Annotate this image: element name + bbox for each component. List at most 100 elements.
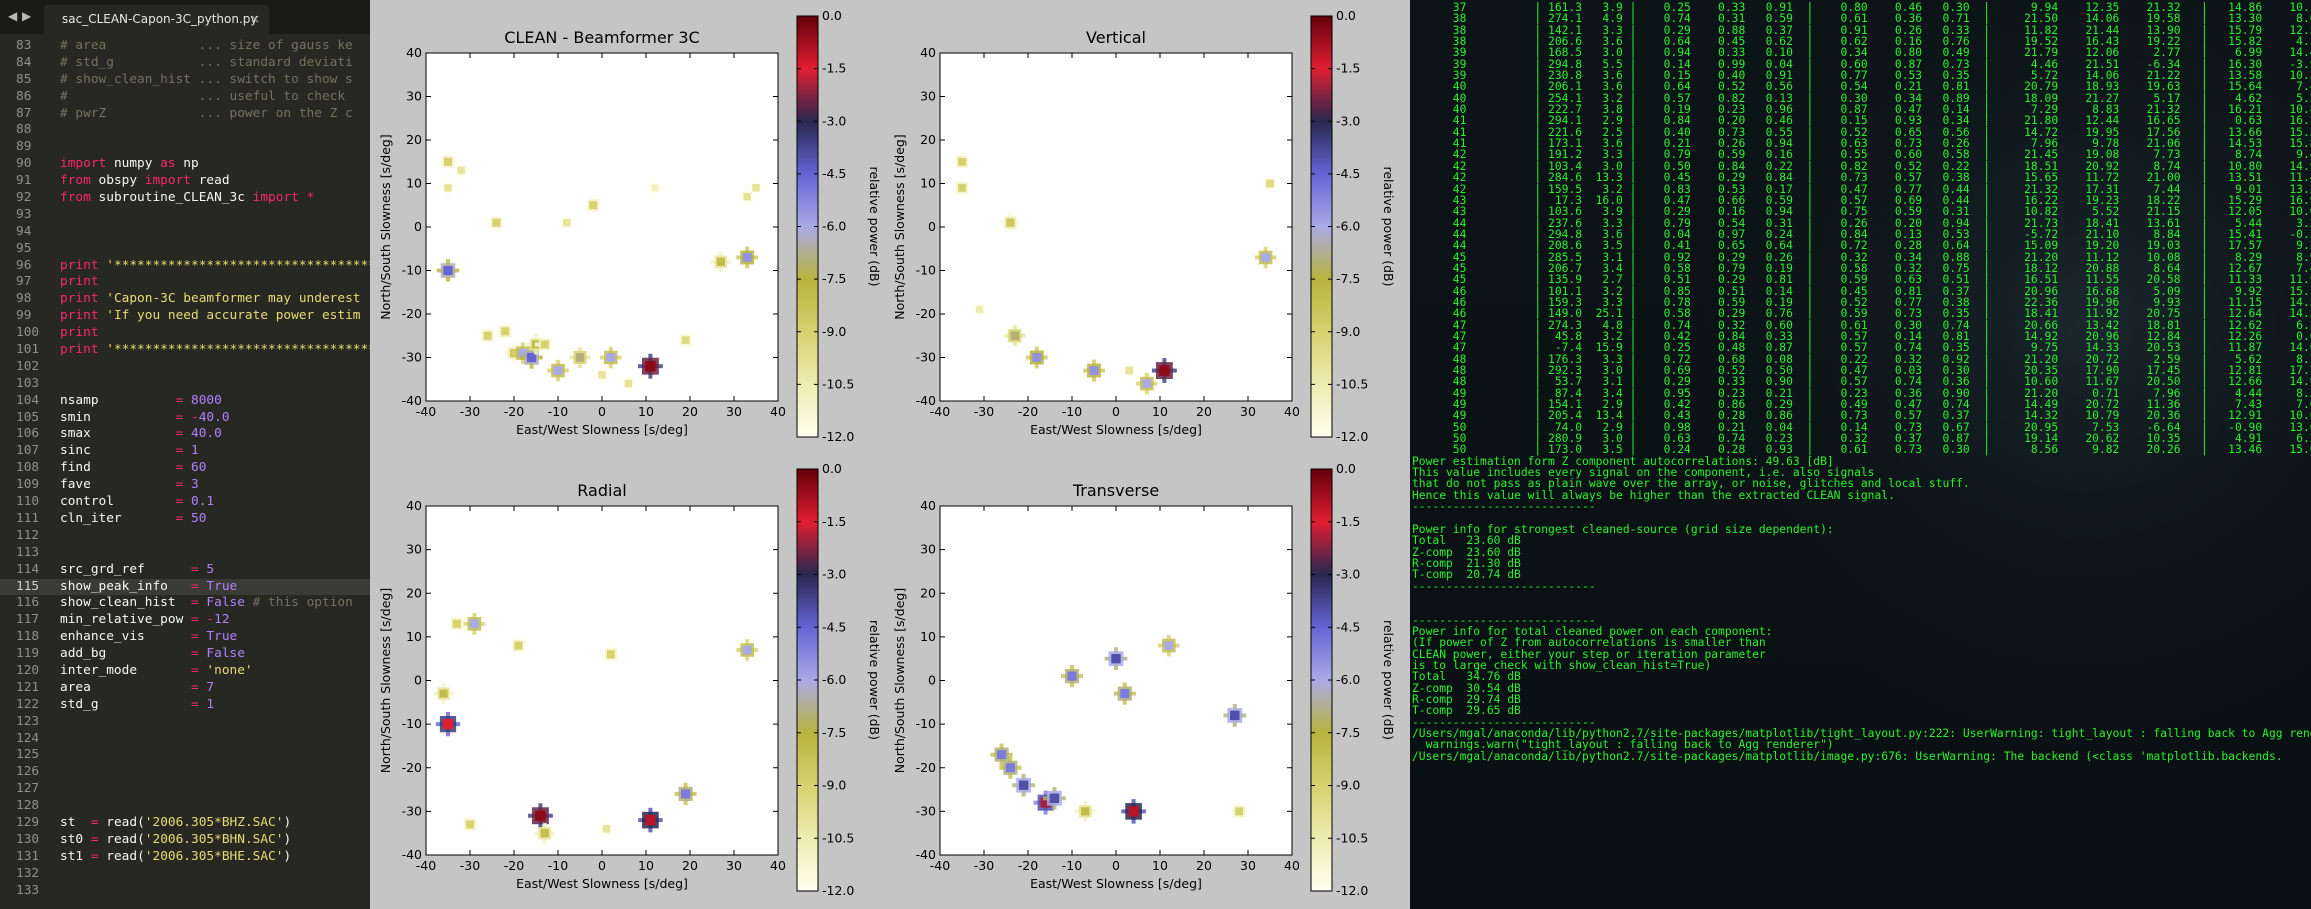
y-tick-label: 20 [406,585,422,600]
terminal-line: T-comp 20.74 dB [1412,568,1521,582]
forward-arrow-icon[interactable]: ▶ [22,9,32,23]
colorbar-tick-label: -9.0 [1336,324,1360,339]
code-line[interactable]: 133 [0,883,370,900]
code-line[interactable]: 112 [0,528,370,545]
x-tick-label: -20 [1018,404,1038,419]
code-line[interactable]: 85 # show_clean_hist ... switch to show s [0,72,370,89]
close-tab-icon[interactable]: × [249,12,260,26]
code-line[interactable]: 94 [0,224,370,241]
y-tick-label: -30 [402,803,422,818]
code-token: cln_iter [60,510,176,526]
terminal-line: This value includes every signal on the … [1412,466,1875,480]
code-line[interactable]: 92 from subroutine_CLEAN_3c import * [0,190,370,207]
code-line[interactable]: 115 show_peak_info = True [0,578,370,596]
code-line[interactable]: 106 smax = 40.0 [0,426,370,443]
code-line[interactable]: 121 area = 7 [0,680,370,697]
code-line[interactable]: 123 [0,714,370,731]
code-line[interactable]: 119 add_bg = False [0,646,370,663]
code-line[interactable]: 103 [0,376,370,393]
code-line[interactable]: 107 sinc = 1 [0,443,370,460]
y-tick-label: 40 [406,45,422,60]
code-line[interactable]: 104 nsamp = 8000 [0,393,370,410]
line-text: smax = 40.0 [40,426,222,441]
x-tick-label: 30 [726,404,742,419]
plot-panel-0: CLEAN - Beamformer 3C -40-40 -30 -30 -20 -20 -… [378,8,882,444]
code-line[interactable]: 118 enhance_vis = True [0,629,370,646]
code-line[interactable]: 105 smin = -40.0 [0,410,370,427]
line-text: import numpy as np [40,156,199,171]
code-line[interactable]: 97 print [0,274,370,291]
terminal-line: 49 | 154.1 2.9 | 0.42 0.86 0.29 | 0.49 0… [1412,398,2311,412]
code-line[interactable]: 88 [0,122,370,139]
code-line[interactable]: 117 min_relative_pow = -12 [0,612,370,629]
code-token: print [60,342,99,358]
code-line[interactable]: 89 [0,139,370,156]
code-line[interactable]: 130 st0 = read('2006.305*BHN.SAC') [0,832,370,849]
y-tick-label: -40 [916,847,936,862]
code-editor[interactable]: ◀ ▶ sac_CLEAN-Capon-3C_python.py × 83 # a… [0,0,370,909]
source-peak [1067,671,1077,681]
y-tick-label: 20 [920,585,936,600]
terminal-line: 42 | 159.5 3.2 | 0.83 0.53 0.17 | 0.47 0… [1412,182,2311,196]
back-arrow-icon[interactable]: ◀ [8,9,18,23]
code-line[interactable]: 84 # std_g ... standard deviati [0,55,370,72]
x-tick-label: 10 [1152,404,1168,419]
code-line[interactable]: 126 [0,764,370,781]
code-line[interactable]: 100 print [0,325,370,342]
code-area[interactable]: 83 # area ... size of gauss ke 84 # std_g .… [0,38,370,899]
source-peak [540,829,549,838]
code-token: add_bg [60,646,191,662]
source-peak [997,750,1007,760]
x-tick-label: 40 [1284,404,1300,419]
code-token: # this option [244,595,353,611]
y-tick-label: 10 [406,176,422,191]
code-line[interactable]: 102 [0,359,370,376]
code-line[interactable]: 128 [0,798,370,815]
terminal-line: T-comp 29.65 dB [1412,704,1521,718]
tab-sac-clean-capon[interactable]: sac_CLEAN-Capon-3C_python.py × [44,5,269,34]
colorbar-tick-label: -3.0 [822,567,846,582]
colorbar-label: relative power (dB) [867,620,882,740]
code-line[interactable]: 90 import numpy as np [0,156,370,173]
code-line[interactable]: 109 fave = 3 [0,477,370,494]
source-peak [602,825,611,833]
code-line[interactable]: 83 # area ... size of gauss ke [0,38,370,55]
colorbar-tick-label: -12.0 [822,429,854,444]
code-line[interactable]: 124 [0,731,370,748]
code-line[interactable]: 96 print '*******************************… [0,258,370,275]
code-line[interactable]: 132 [0,866,370,883]
terminal-line: Power info for total cleaned power on ea… [1412,624,1773,638]
code-line[interactable]: 101 print '******************************… [0,342,370,359]
code-line[interactable]: 86 # ... useful to check [0,89,370,106]
y-tick-label: -30 [916,803,936,818]
terminal-window[interactable]: 37 | 161.3 3.9 | 0.25 0.33 0.91 | 0.80 0… [1410,0,2311,909]
code-line[interactable]: 93 [0,207,370,224]
code-token: = [175,426,191,442]
x-tick-label: 20 [682,858,698,873]
code-line[interactable]: 114 src_grd_ref = 5 [0,562,370,579]
code-line[interactable]: 95 [0,241,370,258]
code-line[interactable]: 91 from obspy import read [0,173,370,190]
y-tick-label: -20 [916,760,936,775]
code-token: True [206,629,238,645]
code-line[interactable]: 116 show_clean_hist = False # this option [0,595,370,612]
code-line[interactable]: 120 inter_mode = 'none' [0,663,370,680]
code-token: show_clean_hist [60,595,191,611]
code-line[interactable]: 87 # pwrZ ... power on the Z c [0,106,370,123]
code-line[interactable]: 127 [0,781,370,798]
code-line[interactable]: 98 print 'Capon-3C beamformer may underes… [0,291,370,308]
code-line[interactable]: 99 print 'If you need accurate power esti… [0,308,370,325]
terminal-line: --------------------------- [1412,715,1596,729]
code-token: False [206,646,245,662]
code-line[interactable]: 131 st1 = read('2006.305*BHE.SAC') [0,849,370,866]
y-axis-label: North/South Slowness [s/deg] [892,588,907,773]
x-tick-label: 40 [1284,858,1300,873]
code-line[interactable]: 110 control = 0.1 [0,494,370,511]
code-line[interactable]: 113 [0,545,370,562]
code-line[interactable]: 111 cln_iter = 50 [0,511,370,528]
code-line[interactable]: 125 [0,747,370,764]
code-line[interactable]: 108 find = 60 [0,460,370,477]
y-tick-label: 10 [920,629,936,644]
code-line[interactable]: 122 std_g = 1 [0,697,370,714]
